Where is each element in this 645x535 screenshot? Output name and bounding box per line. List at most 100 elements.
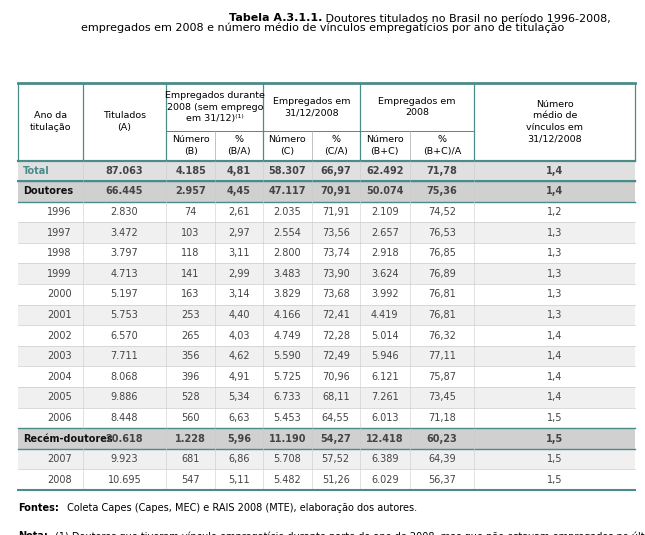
Text: 1,5: 1,5: [547, 475, 562, 485]
Text: 163: 163: [181, 289, 200, 300]
Text: 5.946: 5.946: [371, 351, 399, 361]
Bar: [18, 264, 635, 284]
Text: 2004: 2004: [47, 372, 72, 382]
Text: 76,32: 76,32: [428, 331, 456, 341]
Bar: [18, 305, 635, 325]
Text: Fontes:: Fontes:: [18, 503, 59, 514]
Text: 66.445: 66.445: [106, 186, 143, 196]
Text: 5,96: 5,96: [227, 433, 251, 444]
Text: 73,74: 73,74: [322, 248, 350, 258]
Text: 1,3: 1,3: [547, 227, 562, 238]
Bar: [18, 202, 635, 222]
Text: 2.957: 2.957: [175, 186, 206, 196]
Text: 1999: 1999: [47, 269, 72, 279]
Text: 681: 681: [181, 454, 200, 464]
Text: 547: 547: [181, 475, 200, 485]
Text: 2008: 2008: [47, 475, 72, 485]
Text: 6.733: 6.733: [273, 392, 301, 402]
Text: 1996: 1996: [47, 207, 72, 217]
Text: 70,91: 70,91: [321, 186, 351, 196]
Text: 9.923: 9.923: [111, 454, 138, 464]
Text: 72,28: 72,28: [322, 331, 350, 341]
Text: 76,81: 76,81: [428, 310, 456, 320]
Text: 75,87: 75,87: [428, 372, 456, 382]
Text: 3,11: 3,11: [228, 248, 250, 258]
Bar: [18, 243, 635, 264]
Text: 56,37: 56,37: [428, 475, 456, 485]
Bar: [18, 284, 635, 305]
Text: 2007: 2007: [47, 454, 72, 464]
Text: 2,61: 2,61: [228, 207, 250, 217]
Text: 1,4: 1,4: [547, 392, 562, 402]
Text: 66,97: 66,97: [321, 166, 351, 176]
Text: 6.121: 6.121: [371, 372, 399, 382]
Bar: [18, 325, 635, 346]
Text: 4,81: 4,81: [227, 166, 251, 176]
Text: Titulados
(A): Titulados (A): [103, 111, 146, 132]
Text: 4,45: 4,45: [227, 186, 251, 196]
Text: 76,85: 76,85: [428, 248, 456, 258]
Text: 2.109: 2.109: [371, 207, 399, 217]
Text: 60,23: 60,23: [426, 433, 457, 444]
Text: Recém-doutores: Recém-doutores: [23, 433, 113, 444]
Text: 76,53: 76,53: [428, 227, 456, 238]
Text: 1,5: 1,5: [546, 433, 563, 444]
Text: 4,91: 4,91: [228, 372, 250, 382]
Text: 1,4: 1,4: [546, 166, 563, 176]
Text: 87.063: 87.063: [106, 166, 143, 176]
Bar: [18, 387, 635, 408]
Text: 71,91: 71,91: [322, 207, 350, 217]
Text: 2006: 2006: [47, 413, 72, 423]
Text: 75,36: 75,36: [426, 186, 457, 196]
Text: Ano da
titulação: Ano da titulação: [30, 111, 71, 132]
Text: 72,41: 72,41: [322, 310, 350, 320]
Text: 5.590: 5.590: [273, 351, 301, 361]
Text: 73,56: 73,56: [322, 227, 350, 238]
Text: 2.918: 2.918: [371, 248, 399, 258]
Text: 103: 103: [181, 227, 200, 238]
Text: 3.624: 3.624: [371, 269, 399, 279]
Text: 74: 74: [184, 207, 197, 217]
Text: 2001: 2001: [47, 310, 72, 320]
Text: 1,4: 1,4: [547, 351, 562, 361]
Text: 58.307: 58.307: [268, 166, 306, 176]
Text: 2,97: 2,97: [228, 227, 250, 238]
Text: 2.035: 2.035: [273, 207, 301, 217]
Text: 1,3: 1,3: [547, 310, 562, 320]
Text: 2,99: 2,99: [228, 269, 250, 279]
Bar: [18, 366, 635, 387]
Text: 5.197: 5.197: [110, 289, 139, 300]
Text: Empregados em
31/12/2008: Empregados em 31/12/2008: [273, 97, 350, 117]
Text: 5,11: 5,11: [228, 475, 250, 485]
Text: 1,2: 1,2: [547, 207, 562, 217]
Text: 3.829: 3.829: [273, 289, 301, 300]
Text: Total: Total: [23, 166, 50, 176]
Text: Doutores: Doutores: [23, 186, 74, 196]
Text: 265: 265: [181, 331, 200, 341]
Text: 8.068: 8.068: [111, 372, 138, 382]
Text: 4.713: 4.713: [111, 269, 138, 279]
Text: 2000: 2000: [47, 289, 72, 300]
Text: Tabela A.3.1.1.: Tabela A.3.1.1.: [229, 13, 322, 24]
Text: 4,40: 4,40: [228, 310, 250, 320]
Text: 70,96: 70,96: [322, 372, 350, 382]
Text: 4,62: 4,62: [228, 351, 250, 361]
Text: 3.472: 3.472: [110, 227, 139, 238]
Text: 64,55: 64,55: [322, 413, 350, 423]
Text: Empregados durante
2008 (sem emprego
em 31/12)⁽¹⁾: Empregados durante 2008 (sem emprego em …: [165, 91, 264, 123]
Text: 68,11: 68,11: [322, 392, 350, 402]
Text: 356: 356: [181, 351, 200, 361]
Text: 7.711: 7.711: [110, 351, 139, 361]
Text: 1998: 1998: [47, 248, 72, 258]
Text: 5.708: 5.708: [273, 454, 301, 464]
Text: 64,39: 64,39: [428, 454, 455, 464]
Text: 4.185: 4.185: [175, 166, 206, 176]
Bar: [18, 83, 635, 160]
Text: 3.797: 3.797: [110, 248, 139, 258]
Text: 10.695: 10.695: [108, 475, 141, 485]
Text: 11.190: 11.190: [268, 433, 306, 444]
Text: 7.261: 7.261: [371, 392, 399, 402]
Text: 1,4: 1,4: [547, 372, 562, 382]
Text: Doutores titulados no Brasil no período 1996-2008,: Doutores titulados no Brasil no período …: [322, 13, 611, 24]
Text: 141: 141: [181, 269, 200, 279]
